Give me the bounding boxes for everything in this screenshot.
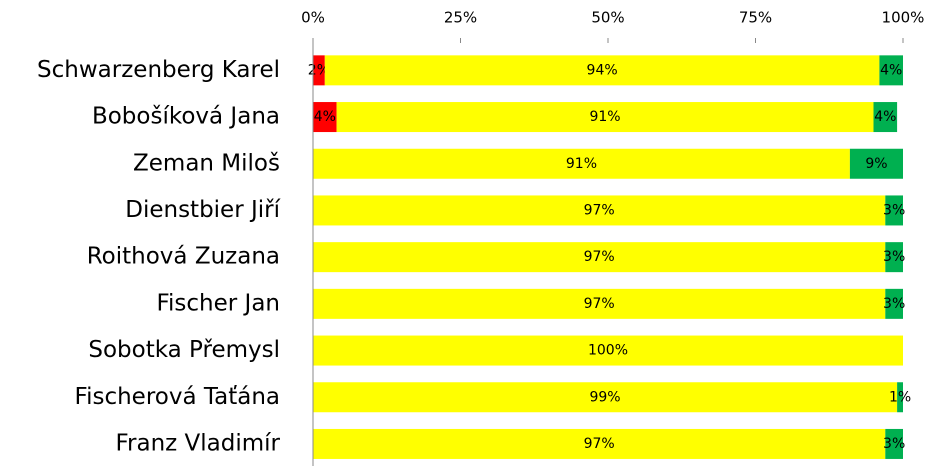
data-label: 4% — [314, 109, 336, 125]
data-label: 94% — [587, 62, 618, 78]
category-label: Fischer Jan — [156, 290, 280, 316]
bar-segment — [885, 195, 903, 226]
category-label: Roithová Zuzana — [87, 244, 280, 270]
bar-segment — [313, 288, 886, 319]
bar-segment — [324, 55, 880, 86]
bar-segment — [849, 148, 903, 179]
bar-segment — [885, 428, 903, 459]
bar-segment — [313, 102, 337, 133]
category-label: Zeman Miloš — [133, 150, 280, 176]
category-label: Sobotka Přemysl — [88, 337, 280, 363]
data-label: 3% — [883, 249, 905, 265]
bar-segment — [336, 102, 874, 133]
data-label: 1% — [889, 389, 911, 405]
category-label: Fischerová Taťána — [75, 384, 280, 410]
data-label: 91% — [589, 109, 620, 125]
data-label: 4% — [880, 62, 902, 78]
bar-segment — [885, 288, 903, 319]
data-label: 99% — [589, 389, 620, 405]
data-label: 97% — [584, 202, 615, 218]
x-tick-label: 75% — [739, 9, 772, 27]
x-tick-label: 0% — [301, 9, 325, 27]
data-label: 3% — [883, 296, 905, 312]
bar-segment — [873, 102, 898, 133]
bar-segment — [313, 335, 903, 366]
category-label: Dienstbier Jiří — [125, 197, 280, 223]
bar-segment — [313, 428, 886, 459]
data-label: 4% — [874, 109, 896, 125]
x-tick-label: 25% — [444, 9, 477, 27]
bar-segment — [313, 195, 886, 226]
data-label: 97% — [584, 296, 615, 312]
bar-segment — [885, 242, 903, 273]
category-label: Franz Vladimír — [115, 430, 280, 456]
bar-segment — [313, 242, 886, 273]
x-tick-label: 100% — [882, 9, 925, 27]
bar-segment — [897, 382, 903, 413]
category-label: Schwarzenberg Karel — [37, 57, 280, 83]
x-tick-label: 50% — [591, 9, 624, 27]
bar-segment — [313, 55, 325, 86]
bar-segment — [313, 382, 898, 413]
data-label: 97% — [584, 436, 615, 452]
bar-segment — [313, 148, 850, 179]
bar-segment — [879, 55, 903, 86]
data-label: 97% — [584, 249, 615, 265]
data-label: 3% — [883, 436, 905, 452]
data-label: 91% — [566, 156, 597, 172]
data-label: 3% — [883, 202, 905, 218]
data-label: 100% — [588, 343, 628, 359]
category-label: Bobošíková Jana — [92, 104, 280, 130]
data-label: 9% — [865, 156, 887, 172]
